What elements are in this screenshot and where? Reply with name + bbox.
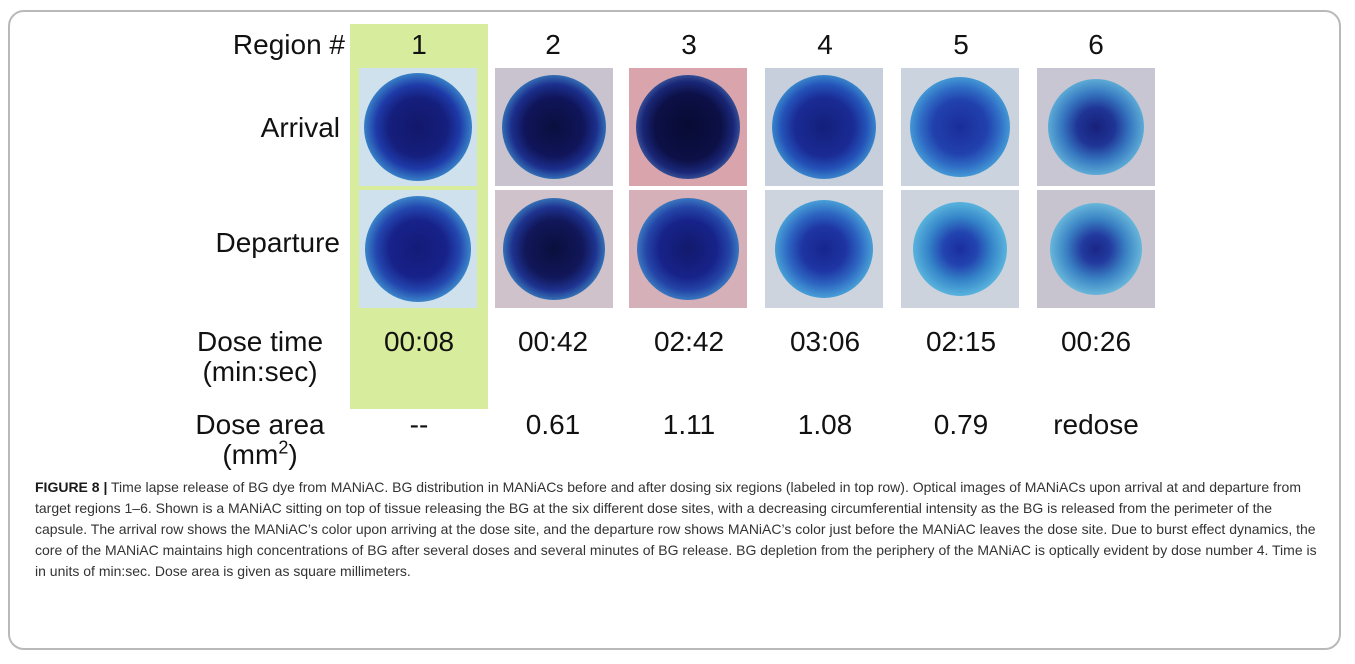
departure-image-3 <box>629 190 747 308</box>
arrival-image-4 <box>765 68 883 186</box>
dose-area-unit-post: ) <box>288 439 298 470</box>
arrival-image-1 <box>359 68 477 186</box>
dose-area-2: 0.61 <box>525 409 581 440</box>
dose-area-row-label: Dose area (mm2) <box>180 410 340 470</box>
region-header-label: Region # <box>232 29 345 60</box>
figure-frame <box>8 10 1341 650</box>
dose-time-6: 00:26 <box>1060 326 1132 357</box>
departure-image-2 <box>495 190 613 308</box>
dose-area-label-line1: Dose area <box>195 409 325 440</box>
dose-area-5: 0.79 <box>933 409 989 440</box>
dose-time-row-label: Dose time (min:sec) <box>180 327 340 387</box>
dose-time-4: 03:06 <box>789 326 861 357</box>
departure-image-1 <box>359 190 477 308</box>
dose-area-6: redose <box>1053 409 1139 440</box>
departure-row-label: Departure <box>215 227 340 258</box>
departure-image-5 <box>901 190 1019 308</box>
figure-caption-label: FIGURE 8 | <box>35 479 108 495</box>
arrival-image-3 <box>629 68 747 186</box>
region-4-header: 4 <box>817 29 833 60</box>
region-5-header: 5 <box>953 29 969 60</box>
dose-area-3: 1.11 <box>662 409 716 440</box>
dose-area-4: 1.08 <box>797 409 853 440</box>
arrival-image-5 <box>901 68 1019 186</box>
region-3-header: 3 <box>681 29 697 60</box>
dose-time-label-line2: (min:sec) <box>202 356 318 387</box>
dose-area-1: -- <box>409 409 429 440</box>
departure-image-4 <box>765 190 883 308</box>
figure-caption-text: Time lapse release of BG dye from MANiAC… <box>35 479 1317 579</box>
dose-time-5: 02:15 <box>925 326 997 357</box>
arrival-image-6 <box>1037 68 1155 186</box>
region-2-header: 2 <box>545 29 561 60</box>
dose-area-label-line2: (mm2) <box>180 437 340 470</box>
dose-time-label-line1: Dose time <box>196 326 324 357</box>
dose-area-unit-pre: (mm <box>222 439 279 470</box>
dose-area-unit-sup: 2 <box>278 437 289 458</box>
arrival-image-2 <box>495 68 613 186</box>
arrival-row-label: Arrival <box>260 112 340 143</box>
dose-time-2: 00:42 <box>517 326 589 357</box>
departure-image-6 <box>1037 190 1155 308</box>
dose-time-3: 02:42 <box>653 326 725 357</box>
region-6-header: 6 <box>1088 29 1104 60</box>
figure-panel: Region # 1 2 3 4 5 6 Arrival Departure D… <box>180 24 1155 470</box>
region-1-header: 1 <box>411 29 427 60</box>
dose-time-1: 00:08 <box>383 326 455 357</box>
figure-caption: FIGURE 8 | Time lapse release of BG dye … <box>35 477 1325 582</box>
